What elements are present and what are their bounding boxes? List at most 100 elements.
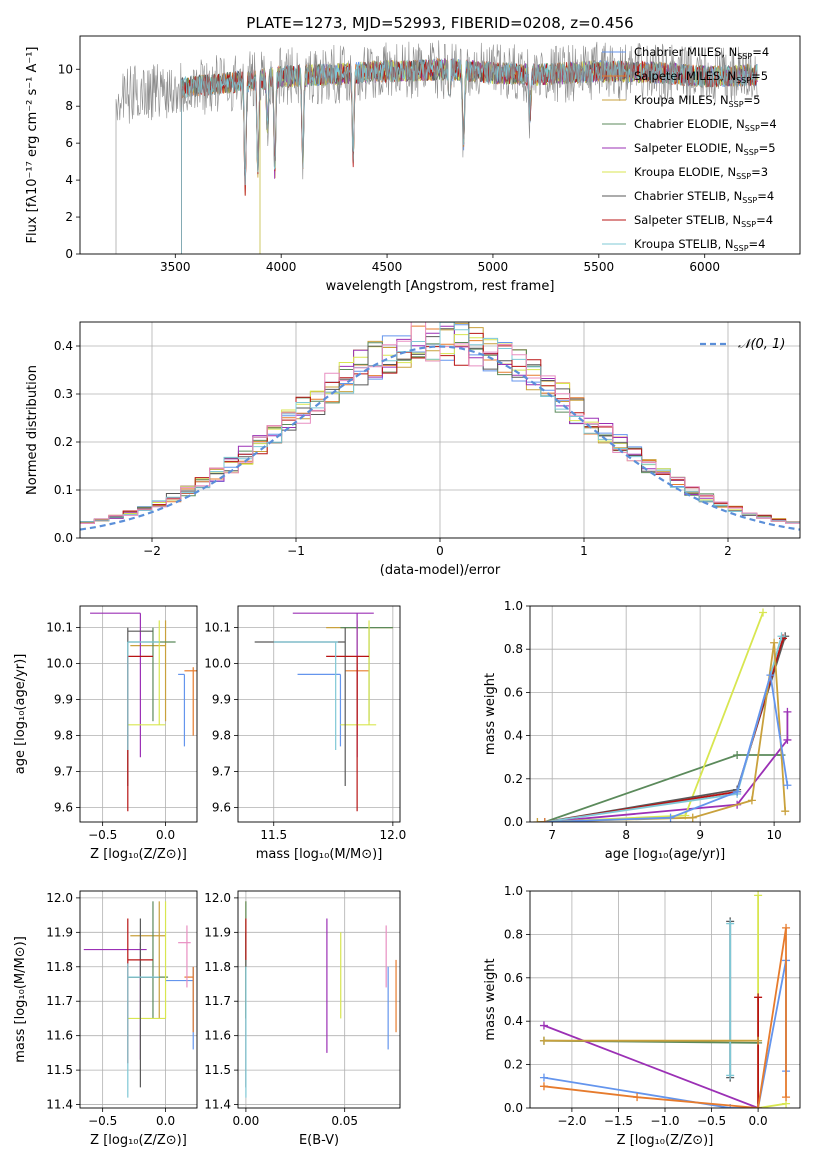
weight-series-line [544, 711, 789, 822]
y-tick-label: 11.4 [46, 1098, 73, 1112]
legend-subscript: SSP [736, 76, 751, 85]
legend-subscript: SSP [734, 244, 749, 253]
panels: 3500 4000 4500 5000 5500 60000246810wavelengt… [13, 35, 801, 1148]
axes-frame [79, 890, 198, 1109]
panel-residuals: −2 −1 0 1 2 0.0 0.1 0.2 0.3 0.4 (data-model)/error… [25, 321, 801, 578]
weight-point-marker [747, 796, 756, 805]
plot-area [80, 891, 197, 1108]
y-tick-label: 10.1 [204, 621, 231, 635]
plot-area [238, 891, 400, 1108]
legend-suffix: =4 [760, 117, 777, 131]
x-tick-label: 11.5 [260, 828, 287, 842]
weight-point-marker [783, 735, 792, 744]
legend-subscript: SSP [736, 172, 751, 181]
y-tick-label: 0.0 [504, 1101, 523, 1115]
x-tick-label: 0.00 [233, 1114, 260, 1128]
weight-series-line [757, 895, 787, 1108]
weight-point-marker [783, 707, 792, 716]
legend-suffix: =5 [759, 141, 776, 155]
legend-label: Chabrier STELIB, N [634, 189, 742, 203]
weight-series-line [544, 638, 784, 822]
panel-mass_vs_EBV: 0.00 0.05 11.4 11.5 11.6 11.7 11.8 11.9 12.0 E(B-… [204, 890, 401, 1148]
y-tick-label: 8 [65, 99, 73, 113]
x-tick-label: 0.0 [749, 1114, 768, 1128]
y-tick-label: 9.9 [212, 693, 231, 707]
x-tick-label: −0.5 [88, 1114, 117, 1128]
y-tick-label: 11.8 [204, 960, 231, 974]
weight-point-marker [766, 671, 775, 680]
x-tick-label: 2 [724, 544, 732, 558]
legend-entry: Kroupa ELODIE, NSSP=3 [634, 165, 768, 181]
y-tick-label: 0.2 [504, 1058, 523, 1072]
data-spectrum-line [115, 40, 758, 254]
y-tick-label: 0.4 [504, 1014, 523, 1028]
weight-point-marker [633, 1093, 642, 1102]
legend-suffix: =5 [744, 93, 761, 107]
y-axis-label: mass [log₁₀(M/M⊙)] [13, 936, 28, 1063]
weight-point-marker [726, 1071, 735, 1080]
legend-label: Salpeter STELIB, N [634, 213, 741, 227]
y-tick-label: 11.6 [204, 1029, 231, 1043]
panel-weight_vs_age: 7 8 9 10 0.0 0.2 0.4 0.6 0.8 1.0 age [log₁₀(age/yr… [483, 599, 801, 862]
x-tick-label: −0.5 [697, 1114, 726, 1128]
legend-entry: Chabrier STELIB, NSSP=4 [634, 189, 774, 205]
y-tick-label: 0.6 [504, 971, 523, 985]
y-tick-label: 9.9 [54, 693, 73, 707]
x-tick-label: 10 [766, 828, 781, 842]
x-tick-label: 4500 [372, 260, 403, 274]
y-tick-label: 0.2 [504, 772, 523, 786]
y-tick-label: 11.7 [46, 994, 73, 1008]
y-tick-label: 9.7 [212, 765, 231, 779]
y-tick-label: 0.3 [54, 387, 73, 401]
x-axis-label: (data-model)/error [380, 563, 501, 578]
legend-suffix: =5 [751, 69, 768, 83]
y-tick-label: 9.6 [54, 801, 73, 815]
weight-point-marker [782, 1093, 791, 1102]
legend-entry: 𝒩(0, 1) [738, 337, 785, 352]
weight-point-marker [539, 1082, 548, 1091]
legend-subscript: SSP [742, 196, 757, 205]
y-axis-label: mass weight [483, 958, 498, 1040]
y-tick-label: 11.9 [46, 925, 73, 939]
legend-subscript: SSP [745, 124, 760, 133]
plot-area [80, 606, 197, 822]
y-axis-label: mass weight [483, 673, 498, 755]
weight-point-marker [733, 787, 742, 796]
plot-area [80, 322, 800, 538]
y-tick-label: 0.8 [504, 927, 523, 941]
weight-point-marker [759, 608, 768, 617]
plot-area [530, 891, 800, 1108]
y-tick-label: 11.8 [46, 960, 73, 974]
y-tick-label: 0.4 [54, 339, 73, 353]
axes-frame [79, 605, 198, 823]
legend-entry: Salpeter MILES, NSSP=5 [634, 69, 768, 85]
x-tick-label: 3500 [160, 260, 191, 274]
weight-point-marker [777, 632, 786, 641]
y-tick-label: 6 [65, 136, 73, 150]
axes-frame [529, 890, 801, 1109]
x-axis-label: Z [log₁₀(Z/Z⊙)] [90, 847, 187, 862]
legend-subscript: SSP [744, 148, 759, 157]
legend-entry: Salpeter ELODIE, NSSP=5 [634, 141, 776, 157]
x-tick-label: 0.0 [156, 1114, 175, 1128]
axes-frame [237, 890, 401, 1109]
weight-series-line [537, 642, 787, 822]
y-tick-label: 0.1 [54, 483, 73, 497]
x-tick-label: 7 [548, 828, 556, 842]
weight-series-line [543, 927, 787, 1108]
normal-reference-curve [80, 345, 800, 531]
weight-point-marker [539, 1073, 548, 1082]
legend-suffix: =4 [757, 189, 774, 203]
weight-point-marker [754, 1036, 763, 1045]
y-tick-label: 0 [65, 247, 73, 261]
y-tick-label: 9.7 [54, 765, 73, 779]
legend-label: Chabrier MILES, N [634, 45, 737, 59]
weight-point-marker [540, 818, 549, 822]
figure-title: PLATE=1273, MJD=52993, FIBERID=0208, z=0… [246, 14, 633, 32]
weight-point-marker [733, 751, 742, 760]
y-tick-label: 9.6 [212, 801, 231, 815]
y-tick-label: 12.0 [46, 891, 73, 905]
y-tick-label: 2 [65, 210, 73, 224]
weight-point-marker [666, 813, 675, 822]
